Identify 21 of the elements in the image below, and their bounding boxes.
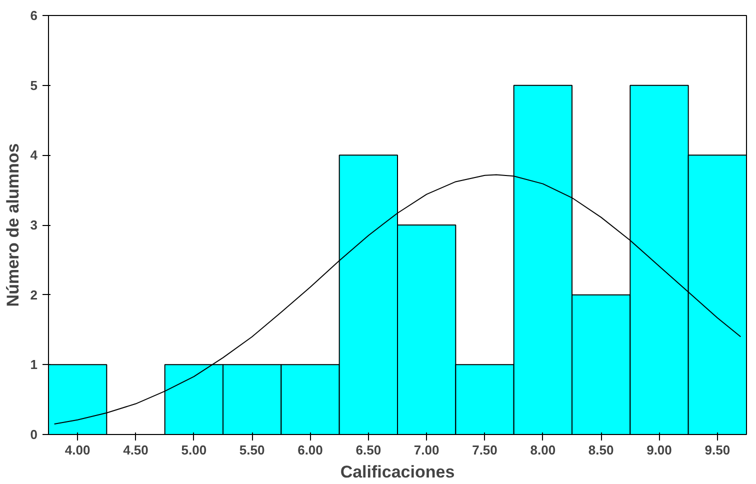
x-tick-label: 9.00: [646, 442, 672, 458]
x-tick-label: 9.50: [704, 442, 730, 458]
x-tick-label: 7.50: [472, 442, 498, 458]
x-axis-title: Calificaciones: [340, 462, 455, 482]
y-tick-label: 4: [30, 148, 38, 163]
y-tick-label: 0: [30, 427, 38, 442]
x-tick-label: 8.00: [530, 442, 556, 458]
x-tick-label: 4.00: [64, 442, 90, 458]
y-axis-title: Número de alumnos: [3, 143, 22, 307]
y-tick-label: 2: [30, 287, 38, 302]
x-tick-label: 6.50: [356, 442, 382, 458]
x-tick-label: 5.50: [239, 442, 265, 458]
y-tick-label: 3: [30, 218, 38, 232]
x-tick-label: 7.00: [414, 442, 440, 458]
y-tick-label: 6: [30, 8, 38, 23]
x-tick-label: 4.50: [123, 442, 148, 458]
y-tick-label: 1: [30, 357, 38, 372]
x-tick-label: 5.00: [181, 442, 207, 458]
x-tick-label: 8.50: [588, 442, 614, 458]
y-tick-label: 5: [30, 78, 38, 93]
x-tick-label: 6.00: [298, 442, 323, 458]
